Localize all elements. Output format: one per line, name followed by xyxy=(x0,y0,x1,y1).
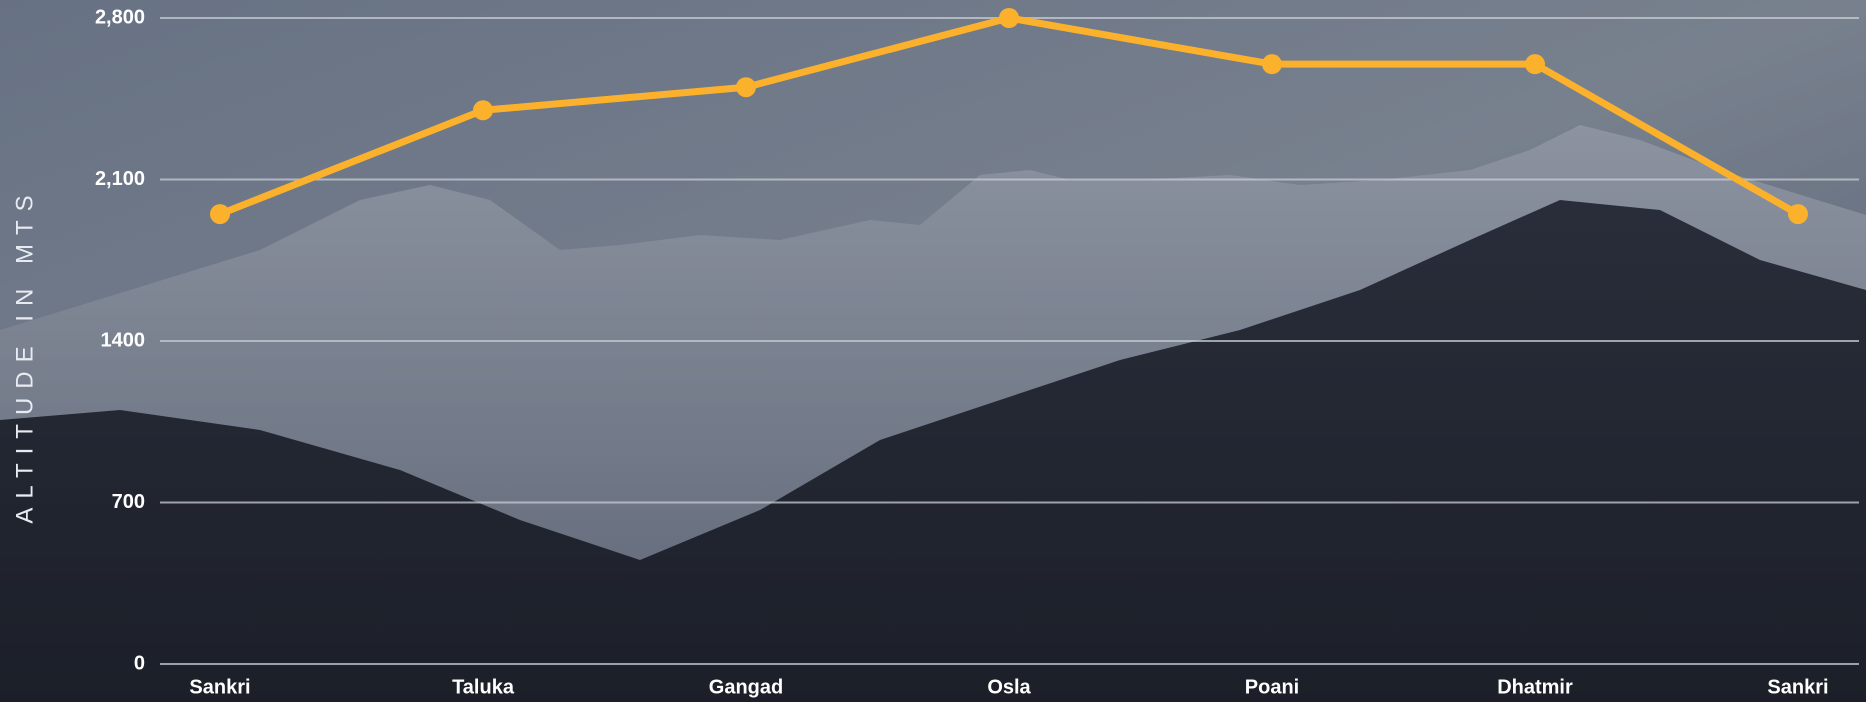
y-tick-label: 2,800 xyxy=(95,6,145,28)
x-tick-label: Dhatmir xyxy=(1497,676,1573,698)
point xyxy=(1788,204,1808,224)
y-tick-label: 700 xyxy=(112,491,145,513)
point xyxy=(473,100,493,120)
point xyxy=(1262,54,1282,74)
point xyxy=(736,77,756,97)
x-tick-label: Taluka xyxy=(452,676,515,698)
x-tick-label: Poani xyxy=(1245,676,1299,698)
y-tick-label: 1400 xyxy=(101,329,146,351)
chart: ALTITUDE IN MTS 0 700 1400 2,100 2,800 Sankri… xyxy=(0,0,1866,702)
point xyxy=(999,8,1019,28)
y-tick-label: 2,100 xyxy=(95,168,145,190)
x-tick-label: Sankri xyxy=(1767,676,1828,698)
y-tick-label: 0 xyxy=(134,652,145,674)
background xyxy=(0,0,1866,702)
point xyxy=(210,204,230,224)
x-tick-label: Gangad xyxy=(709,676,783,698)
y-axis-title: ALTITUDE IN MTS xyxy=(11,186,38,523)
point xyxy=(1525,54,1545,74)
x-tick-label: Osla xyxy=(987,676,1031,698)
x-tick-label: Sankri xyxy=(189,676,250,698)
